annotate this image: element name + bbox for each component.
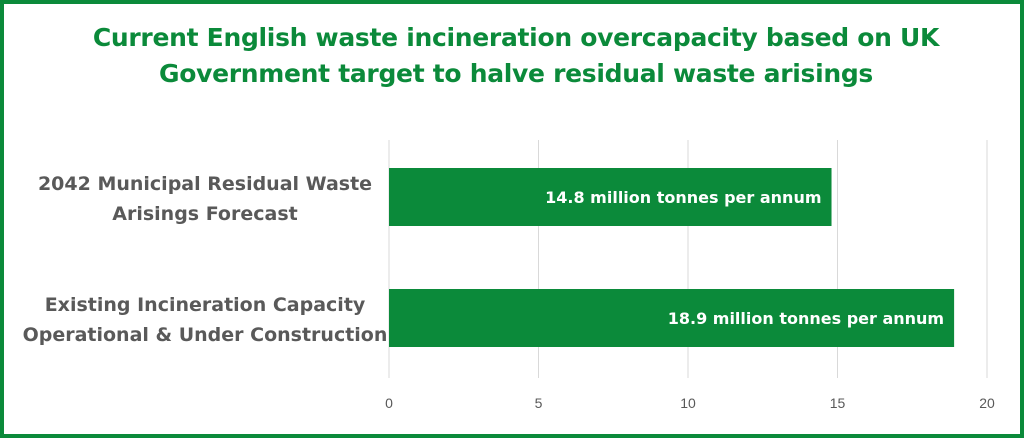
chart-title-line-2: Government target to halve residual wast…: [158, 59, 874, 88]
x-tick-label: 0: [385, 395, 393, 411]
x-tick-label: 10: [680, 395, 696, 411]
x-tick-label: 20: [979, 395, 995, 411]
category-label: Existing Incineration Capacity: [45, 294, 366, 316]
x-tick-label: 5: [535, 395, 543, 411]
chart-title: Current English waste incineration overc…: [4, 20, 1024, 92]
category-label: Arisings Forecast: [112, 203, 297, 225]
bar: [389, 289, 955, 347]
bar-data-label: 14.8 million tonnes per annum: [545, 188, 821, 207]
bar-data-label: 18.9 million tonnes per annum: [668, 309, 944, 328]
x-tick-label: 15: [830, 395, 846, 411]
category-label: 2042 Municipal Residual Waste: [38, 173, 372, 195]
bar: [389, 168, 832, 226]
category-label: Operational & Under Construction: [23, 324, 388, 346]
chart-title-line-1: Current English waste incineration overc…: [92, 23, 940, 52]
